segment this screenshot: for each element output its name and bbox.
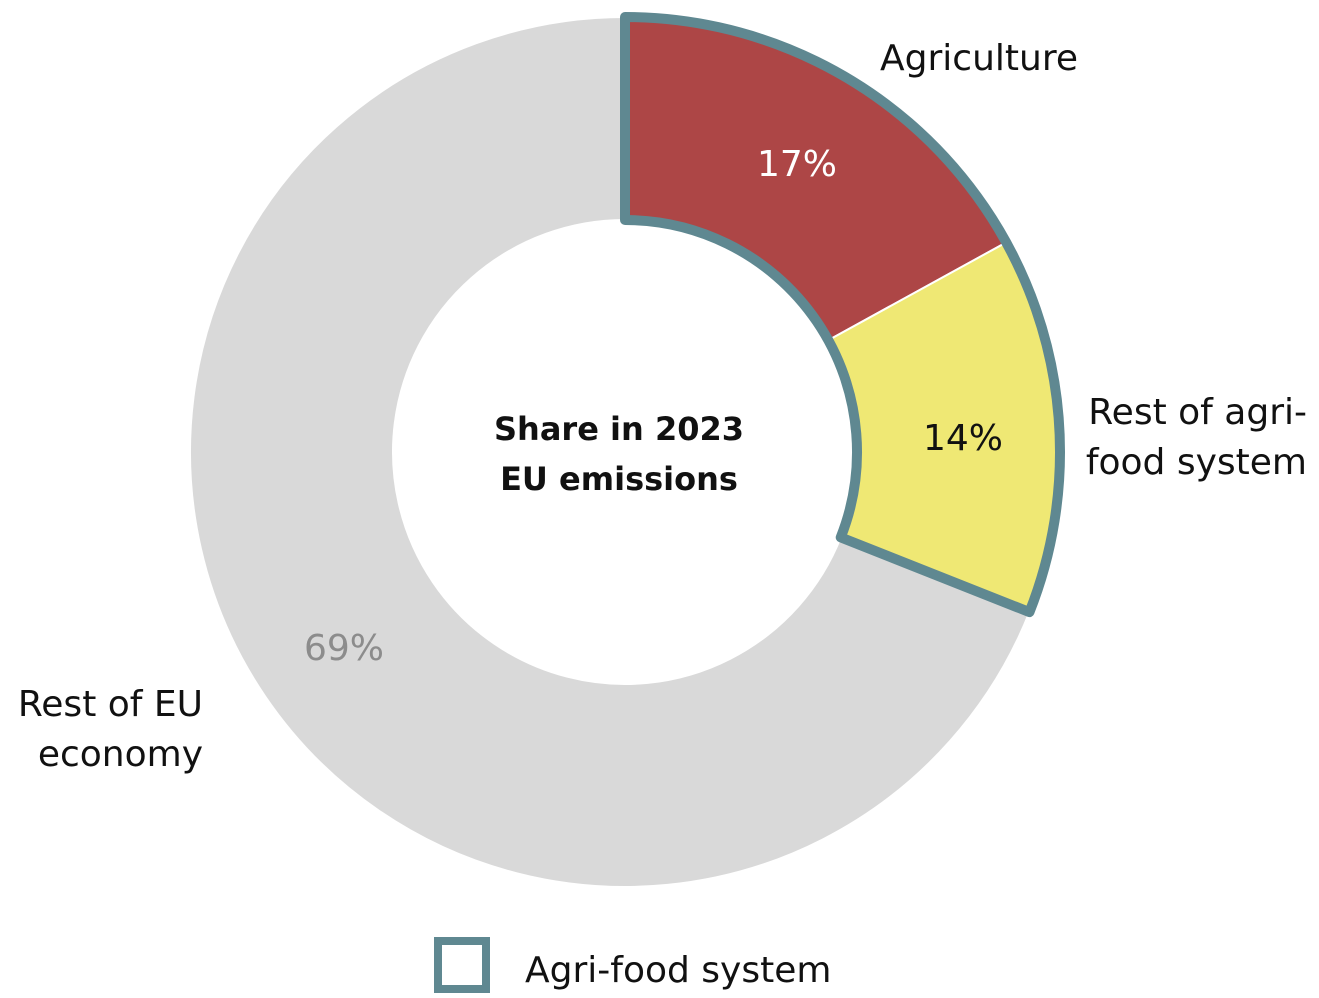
value-label-rest-of-eu-economy: 69%: [304, 628, 384, 669]
slice-rest-of-eu-economy: [189, 15, 1031, 888]
legend-label: Agri-food system: [525, 950, 831, 991]
center-title-line-2: EU emissions: [500, 460, 738, 498]
outline-layer: [620, 12, 1065, 618]
category-label-rest-of-eu-economy-line-2: economy: [38, 734, 203, 775]
center-title-line-1: Share in 2023: [494, 410, 744, 448]
value-label-rest-of-agri-food-system: 14%: [923, 418, 1003, 459]
value-labels: 17% 14% 69%: [304, 144, 1003, 669]
value-label-agriculture: 17%: [757, 144, 837, 185]
category-labels: Agriculture Rest of agri- food system Re…: [18, 38, 1307, 775]
category-label-rest-of-agri-food-system-line-1: Rest of agri-: [1088, 392, 1307, 433]
category-label-agriculture: Agriculture: [880, 38, 1078, 79]
category-label-rest-of-eu-economy-line-1: Rest of EU: [18, 684, 203, 725]
center-title: Share in 2023 EU emissions: [494, 410, 744, 498]
agri-food-system-outline: [620, 12, 1065, 618]
legend-outline-swatch: [434, 937, 490, 993]
category-label-rest-of-agri-food-system-line-2: food system: [1086, 442, 1307, 483]
legend: Agri-food system: [434, 937, 831, 993]
slices-layer: [189, 15, 1061, 888]
